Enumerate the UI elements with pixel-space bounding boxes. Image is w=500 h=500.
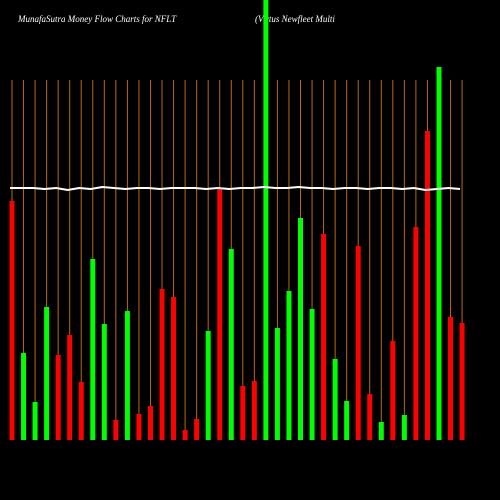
bar (124, 311, 130, 440)
line (10, 185, 461, 192)
bar (378, 422, 384, 440)
bar (101, 324, 107, 440)
chart-title: MunafaSutra Money Flow Charts for NFLT (17, 14, 177, 24)
bar (171, 297, 177, 440)
bar (21, 353, 27, 440)
bar (390, 341, 396, 440)
bar (90, 259, 96, 440)
bar (344, 401, 350, 440)
bar (32, 402, 38, 440)
bar (240, 386, 246, 440)
bar (9, 201, 15, 440)
bar (413, 227, 419, 440)
bar (159, 289, 165, 440)
bar (459, 323, 465, 440)
bar (113, 420, 119, 440)
bar (355, 246, 361, 440)
bar (194, 419, 200, 440)
bar (401, 415, 407, 440)
bar (263, 0, 269, 440)
bar (55, 355, 61, 440)
bar (367, 394, 373, 440)
chart-subtitle: (Virtus Newfleet Multi (255, 14, 335, 24)
bar (298, 218, 303, 440)
bar (251, 381, 257, 440)
bar (44, 307, 50, 440)
bar (67, 335, 73, 440)
bar (309, 309, 315, 440)
bar (147, 406, 153, 440)
bar (217, 189, 223, 440)
bar (448, 317, 454, 440)
bar (424, 131, 430, 440)
bar (274, 328, 280, 440)
bar (205, 331, 211, 440)
bar (436, 67, 442, 440)
bar (136, 414, 142, 440)
bar (332, 359, 338, 440)
bar (286, 291, 292, 440)
bar (182, 430, 188, 440)
bar (228, 249, 234, 440)
bar (321, 234, 327, 440)
bar (78, 382, 84, 440)
